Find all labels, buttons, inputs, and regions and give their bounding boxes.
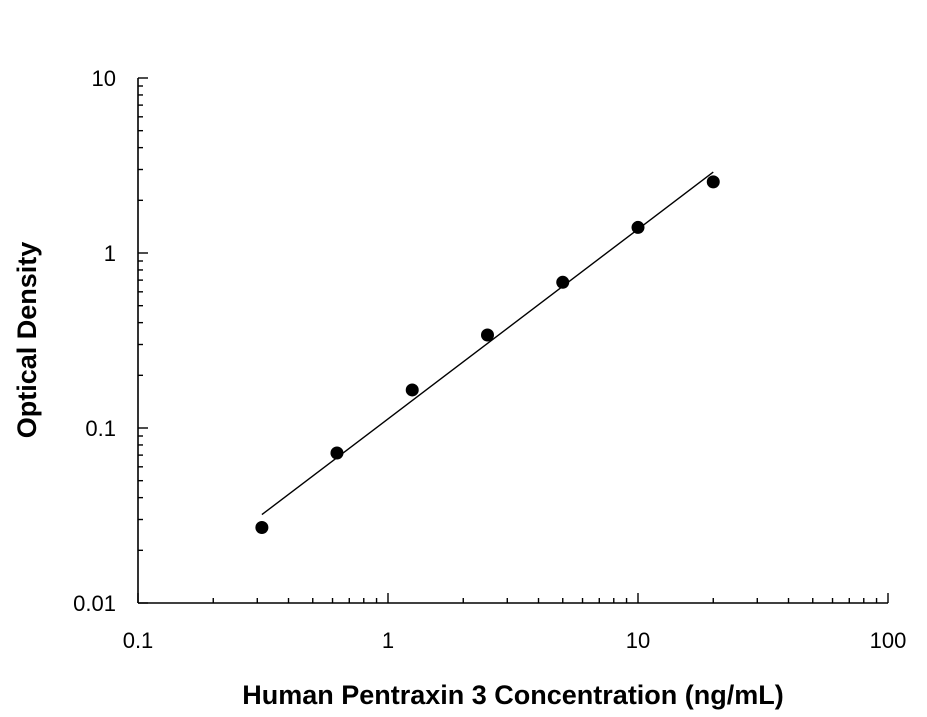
y-tick-label: 1 [104,241,116,266]
y-tick-labels: 0.01 0.1 1 10 [73,66,116,616]
data-point [631,220,645,234]
x-tick-labels: 0.1 1 10 100 [123,628,907,653]
data-point [330,446,344,460]
x-tick-label: 10 [626,628,650,653]
axis-ticks [137,77,889,604]
data-point [405,383,419,397]
x-tick-label: 100 [870,628,907,653]
data-point [255,521,269,535]
data-points [255,175,720,535]
x-axis-title: Human Pentraxin 3 Concentration (ng/mL) [242,680,784,710]
data-point [706,175,720,189]
data-point [556,275,570,289]
data-point [480,328,494,342]
x-tick-label: 1 [382,628,394,653]
y-tick-label: 10 [92,66,116,91]
y-axis-title: Optical Density [12,242,42,439]
y-tick-label: 0.1 [85,416,116,441]
x-tick-label: 0.1 [123,628,154,653]
fit-line [261,171,714,516]
y-tick-label: 0.01 [73,591,116,616]
